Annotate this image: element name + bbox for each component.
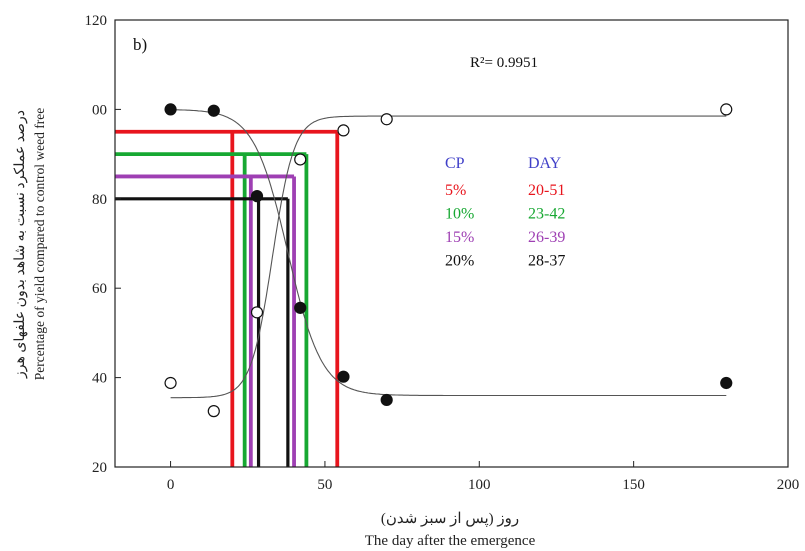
filled-data-point <box>380 393 393 407</box>
x-tick-label: 200 <box>777 477 800 493</box>
cp-lines-layer <box>115 129 340 467</box>
open-data-point <box>207 405 220 418</box>
legend-day-range: 28-37 <box>528 253 565 270</box>
plot-frame <box>114 19 789 468</box>
y-tick-label: 80 <box>92 192 107 208</box>
x-axis-label: The day after the emergence <box>365 533 536 549</box>
panel-label: b) <box>133 35 147 54</box>
legend-cp-value: 5% <box>445 182 466 199</box>
y-tick-label: 20 <box>92 460 107 476</box>
decreasing-fit-curve <box>170 109 727 397</box>
legend-day-range: 20-51 <box>528 182 565 199</box>
increasing-fit-curve <box>170 115 727 399</box>
x-tick-label: 50 <box>317 477 332 493</box>
open-data-point <box>337 124 350 137</box>
x-axis-label-persian: روز (پس از سبز شدن) <box>381 511 519 527</box>
filled-data-point <box>207 104 220 117</box>
y-tick-label: 120 <box>85 13 108 29</box>
y-tick-label: 40 <box>92 371 107 387</box>
legend-cp-value: 15% <box>445 229 474 246</box>
open-data-point <box>380 113 393 126</box>
fitted-curves-layer <box>170 109 727 399</box>
legend-header-cp: CP <box>445 155 465 172</box>
x-tick-label: 100 <box>468 477 491 493</box>
y-axis-label-persian: درصد عملکرد نسبت به شاهد بدون علفهای هرز <box>13 110 28 379</box>
filled-data-point <box>164 103 177 116</box>
axis-ticks-layer: 0 50 100 150 200 20 40 60 80 00 120 <box>85 13 800 493</box>
r-squared-annotation: R²= 0.9951 <box>470 55 538 71</box>
data-points-layer <box>164 103 733 418</box>
open-data-point <box>720 103 733 116</box>
legend-day-range: 23-42 <box>528 206 565 223</box>
filled-data-point <box>250 190 264 203</box>
y-tick-label: 60 <box>92 281 107 297</box>
legend: CP DAY 5% 20-51 10% 23-42 15% 26-39 20% 28-37 <box>445 155 565 270</box>
filled-data-point <box>337 370 350 383</box>
legend-cp-value: 10% <box>445 206 474 223</box>
legend-day-range: 26-39 <box>528 229 565 246</box>
legend-header-day: DAY <box>528 155 562 172</box>
y-axis-label: Percentage of yield compared to control … <box>32 108 47 381</box>
y-tick-label: 00 <box>92 102 107 118</box>
open-data-point <box>250 306 264 319</box>
filled-data-point <box>294 301 307 314</box>
legend-cp-value: 20% <box>445 253 474 270</box>
filled-data-point <box>720 376 733 390</box>
x-tick-label: 0 <box>167 477 175 493</box>
x-tick-label: 150 <box>622 477 645 493</box>
open-data-point <box>294 153 307 166</box>
open-data-point <box>164 376 177 390</box>
